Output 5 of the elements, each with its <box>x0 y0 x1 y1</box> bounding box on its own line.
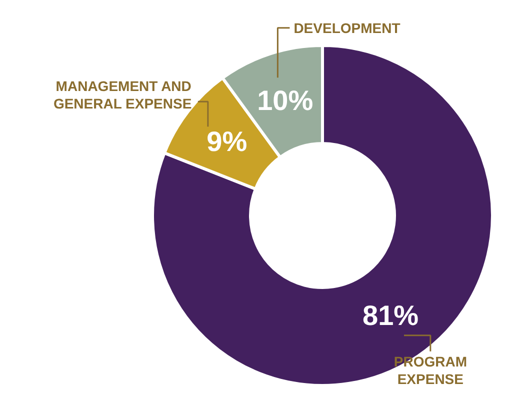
data-label: 10% <box>257 84 314 116</box>
slice-label: MANAGEMENT AND GENERAL EXPENSE <box>53 78 192 112</box>
slice-label: DEVELOPMENT <box>294 20 401 36</box>
data-label: 9% <box>206 126 248 157</box>
data-label: 81% <box>362 300 419 332</box>
